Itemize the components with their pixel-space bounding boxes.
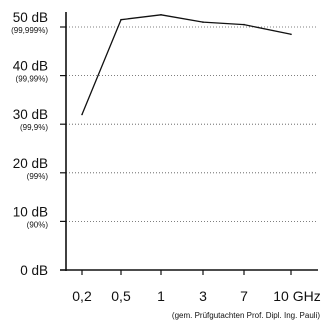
x-tick-label: 1 bbox=[157, 288, 165, 304]
x-tick-label: 0,2 bbox=[72, 288, 92, 304]
series-line bbox=[81, 14, 292, 115]
grid-lines bbox=[66, 26, 318, 222]
y-tick-label: 0 dB bbox=[20, 263, 48, 278]
x-tick-label: 3 bbox=[199, 288, 207, 304]
data-point bbox=[160, 14, 162, 16]
data-point bbox=[202, 21, 204, 23]
y-tick-label: 30 dB bbox=[13, 107, 48, 122]
y-axis-ticks: 0 dB 10 dB(90%) 20 dB(99%) 30 dB(99,9%) 40 d… bbox=[11, 10, 66, 278]
y-tick-label: 40 dB bbox=[13, 59, 48, 74]
axes bbox=[60, 12, 318, 271]
y-tick-sublabel: (90%) bbox=[27, 220, 49, 229]
data-point bbox=[243, 23, 245, 26]
source-annotation: (gem. Prüfgutachten Prof. Dipl. Ing. Pau… bbox=[172, 311, 320, 320]
y-tick-sublabel: (99%) bbox=[27, 172, 49, 181]
x-axis-ticks: 0,2 0,5 1 3 7 10 GHz bbox=[72, 270, 321, 304]
y-tick-sublabel: (99,999%) bbox=[11, 26, 48, 35]
x-tick-label: 0,5 bbox=[111, 288, 131, 304]
y-tick-label: 20 dB bbox=[13, 156, 48, 171]
data-point bbox=[290, 33, 292, 36]
x-tick-label: 10 GHz bbox=[273, 288, 320, 304]
y-tick-sublabel: (99,99%) bbox=[16, 75, 49, 84]
y-tick-sublabel: (99,9%) bbox=[20, 123, 48, 132]
series-group bbox=[81, 14, 292, 116]
y-tick-label: 10 dB bbox=[13, 204, 48, 219]
data-point bbox=[81, 113, 83, 116]
y-tick-label: 50 dB bbox=[13, 10, 48, 25]
data-point bbox=[120, 18, 122, 21]
x-tick-label: 7 bbox=[240, 288, 248, 304]
